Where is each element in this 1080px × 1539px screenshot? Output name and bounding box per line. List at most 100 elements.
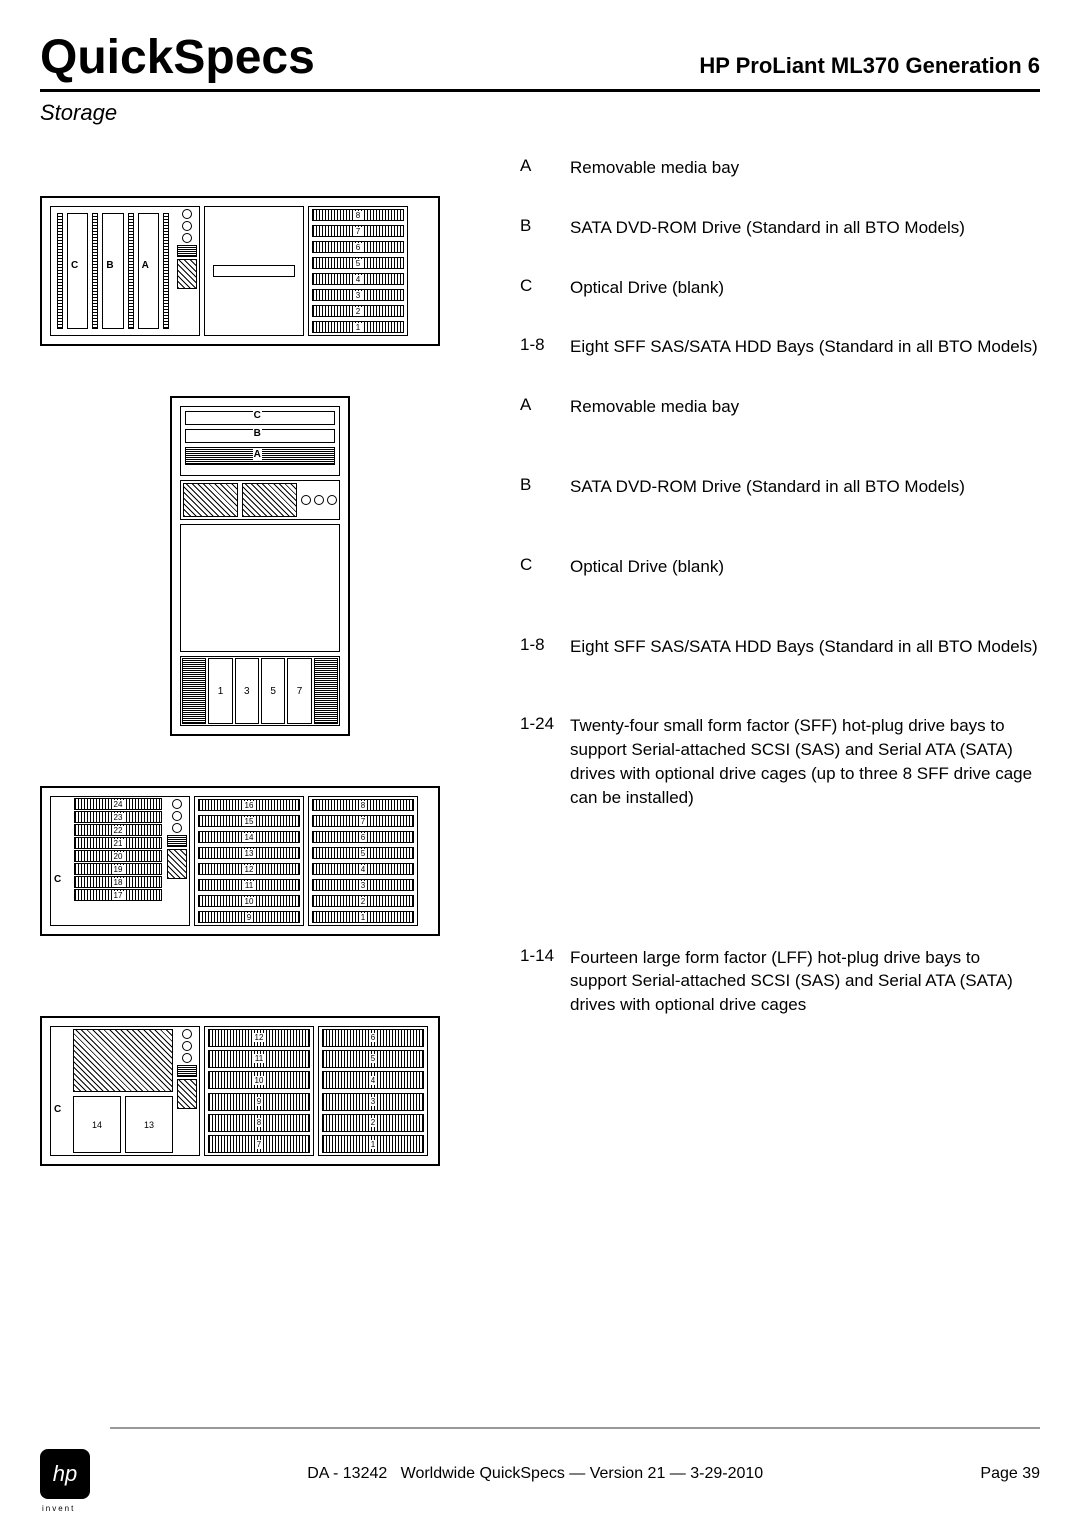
bay-num: 4 <box>354 275 362 284</box>
label-item: B SATA DVD-ROM Drive (Standard in all BT… <box>520 216 1040 240</box>
bay-num: 10 <box>243 897 256 906</box>
bay-num: 11 <box>253 1054 265 1063</box>
labels-column: A Removable media bay B SATA DVD-ROM Dri… <box>480 156 1040 1216</box>
bay-num: 3 <box>235 658 259 724</box>
label-text: Removable media bay <box>570 395 1040 419</box>
doc-title: QuickSpecs <box>40 30 315 85</box>
bay-num: 11 <box>243 881 255 890</box>
bay-num: 8 <box>359 801 367 810</box>
content: C B A <box>40 156 1040 1216</box>
bay-num: 21 <box>112 839 125 848</box>
label-item: B SATA DVD-ROM Drive (Standard in all BT… <box>520 475 1040 499</box>
label-b: B <box>105 260 114 271</box>
footer-info: Worldwide QuickSpecs — Version 21 — 3-29… <box>401 1465 764 1482</box>
bay-num: 1 <box>354 323 362 332</box>
bay-num: 4 <box>359 865 367 874</box>
footer-rule <box>110 1427 1040 1429</box>
label-text: Removable media bay <box>570 156 1040 180</box>
label-text: Eight SFF SAS/SATA HDD Bays (Standard in… <box>570 335 1040 359</box>
bay-num: 4 <box>369 1076 377 1085</box>
footer-center: DA - 13242 Worldwide QuickSpecs — Versio… <box>307 1465 763 1483</box>
bay-num: 8 <box>255 1118 263 1127</box>
label-key: 1-8 <box>520 335 570 355</box>
label-key: 1-24 <box>520 714 570 734</box>
diagram-rack-8bay: C B A <box>40 196 440 346</box>
bay-num: 6 <box>359 833 367 842</box>
label-text: Optical Drive (blank) <box>570 555 1040 579</box>
bay-num: 2 <box>359 897 367 906</box>
label-key: B <box>520 216 570 236</box>
label-item: C Optical Drive (blank) <box>520 555 1040 579</box>
label-item: 1-14 Fourteen large form factor (LFF) ho… <box>520 946 1040 1017</box>
label-item: 1-24 Twenty-four small form factor (SFF)… <box>520 714 1040 809</box>
bay-num: 10 <box>253 1076 266 1085</box>
logo-tagline: invent <box>42 1504 75 1513</box>
bay-num: 22 <box>112 826 125 835</box>
label-b: B <box>253 428 262 439</box>
label-text: Twenty-four small form factor (SFF) hot-… <box>570 714 1040 809</box>
bay-num: 5 <box>261 658 285 724</box>
label-item: C Optical Drive (blank) <box>520 276 1040 300</box>
bay-num: 7 <box>255 1140 263 1149</box>
footer: hp invent DA - 13242 Worldwide QuickSpec… <box>40 1427 1040 1499</box>
bay-num: 1 <box>359 913 367 922</box>
diagrams-column: C B A <box>40 156 480 1216</box>
label-item: 1-8 Eight SFF SAS/SATA HDD Bays (Standar… <box>520 335 1040 359</box>
bay-num: 24 <box>112 800 125 809</box>
bay-num: 9 <box>255 1097 263 1106</box>
header: QuickSpecs HP ProLiant ML370 Generation … <box>40 30 1040 85</box>
label-c: C <box>70 260 79 271</box>
bay-num: 9 <box>245 913 253 922</box>
label-c: C <box>53 874 62 885</box>
label-key: A <box>520 395 570 415</box>
bay-num: 7 <box>359 817 367 826</box>
bay-num: 13 <box>125 1096 173 1153</box>
bay-num: 14 <box>243 833 256 842</box>
header-rule <box>40 89 1040 92</box>
bay-num: 14 <box>73 1096 121 1153</box>
label-key: C <box>520 276 570 296</box>
bay-num: 2 <box>369 1118 377 1127</box>
bay-num: 18 <box>112 878 125 887</box>
bay-num: 12 <box>253 1033 266 1042</box>
label-a: A <box>253 449 262 460</box>
label-item: A Removable media bay <box>520 395 1040 419</box>
bay-num: 3 <box>359 881 367 890</box>
logo-text: hp <box>53 1461 77 1487</box>
label-item: A Removable media bay <box>520 156 1040 180</box>
bay-num: 8 <box>354 211 362 220</box>
bay-num: 3 <box>369 1097 377 1106</box>
hp-logo-icon: hp <box>40 1449 90 1499</box>
bay-num: 17 <box>112 891 125 900</box>
page-number: Page 39 <box>980 1465 1040 1483</box>
label-text: Fourteen large form factor (LFF) hot-plu… <box>570 946 1040 1017</box>
label-key: C <box>520 555 570 575</box>
product-name: HP ProLiant ML370 Generation 6 <box>699 53 1040 79</box>
label-text: Optical Drive (blank) <box>570 276 1040 300</box>
label-a: A <box>141 260 150 271</box>
label-key: B <box>520 475 570 495</box>
bay-num: 1 <box>369 1140 377 1149</box>
bay-num: 12 <box>243 865 256 874</box>
label-text: SATA DVD-ROM Drive (Standard in all BTO … <box>570 475 1040 499</box>
bay-num: 20 <box>112 852 125 861</box>
label-text: Eight SFF SAS/SATA HDD Bays (Standard in… <box>570 635 1040 659</box>
bay-num: 5 <box>359 849 367 858</box>
bay-num: 15 <box>243 817 256 826</box>
label-item: 1-8 Eight SFF SAS/SATA HDD Bays (Standar… <box>520 635 1040 659</box>
bay-num: 16 <box>243 801 256 810</box>
bay-num: 6 <box>354 243 362 252</box>
bay-num: 7 <box>287 658 311 724</box>
diagram-rack-24bay: C 24 23 22 21 20 19 18 17 <box>40 786 440 936</box>
bay-num: 3 <box>354 291 362 300</box>
label-c: C <box>53 1104 62 1115</box>
label-key: 1-14 <box>520 946 570 966</box>
doc-id: DA - 13242 <box>307 1465 387 1482</box>
bay-num: 5 <box>354 259 362 268</box>
bay-num: 23 <box>112 813 125 822</box>
bay-num: 7 <box>354 227 362 236</box>
label-c: C <box>253 410 262 421</box>
diagram-rack-14bay: C 14 13 <box>40 1016 440 1166</box>
bay-num: 1 <box>208 658 232 724</box>
bay-num: 2 <box>354 307 362 316</box>
